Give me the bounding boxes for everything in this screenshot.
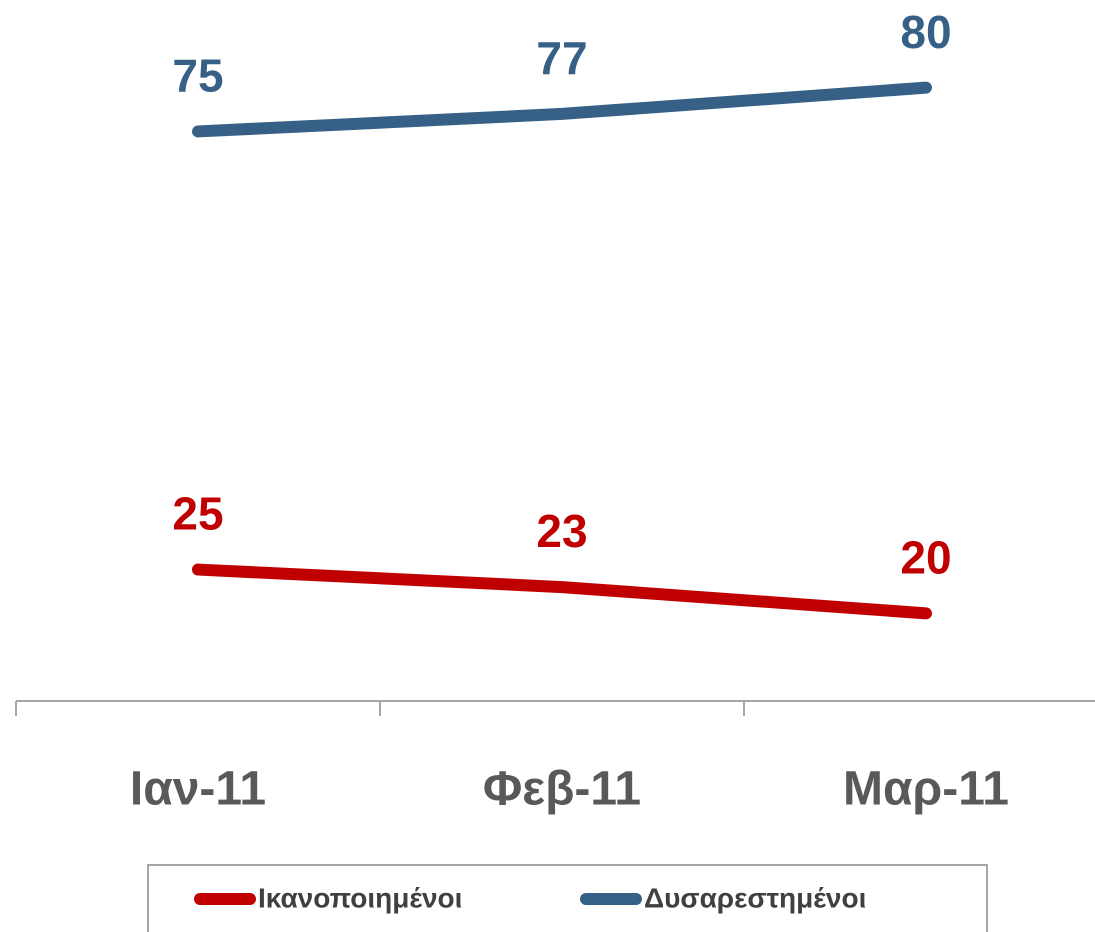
x-tick-label: Μαρ-11 bbox=[843, 763, 1009, 816]
legend-box bbox=[147, 864, 988, 932]
legend-label: Δυσαρεστημένοι bbox=[644, 882, 866, 913]
series-line bbox=[192, 563, 932, 620]
data-label: 77 bbox=[536, 32, 587, 84]
data-label: 25 bbox=[172, 488, 223, 540]
x-tick-label: Ιαν-11 bbox=[130, 763, 266, 816]
legend-label: Ικανοποιημένοι bbox=[258, 882, 462, 913]
x-tick-label: Φεβ-11 bbox=[483, 763, 641, 816]
data-label: 23 bbox=[536, 505, 587, 557]
data-label: 80 bbox=[900, 6, 951, 58]
series-line bbox=[192, 81, 932, 138]
data-label: 75 bbox=[172, 50, 223, 102]
data-label: 20 bbox=[900, 532, 951, 584]
